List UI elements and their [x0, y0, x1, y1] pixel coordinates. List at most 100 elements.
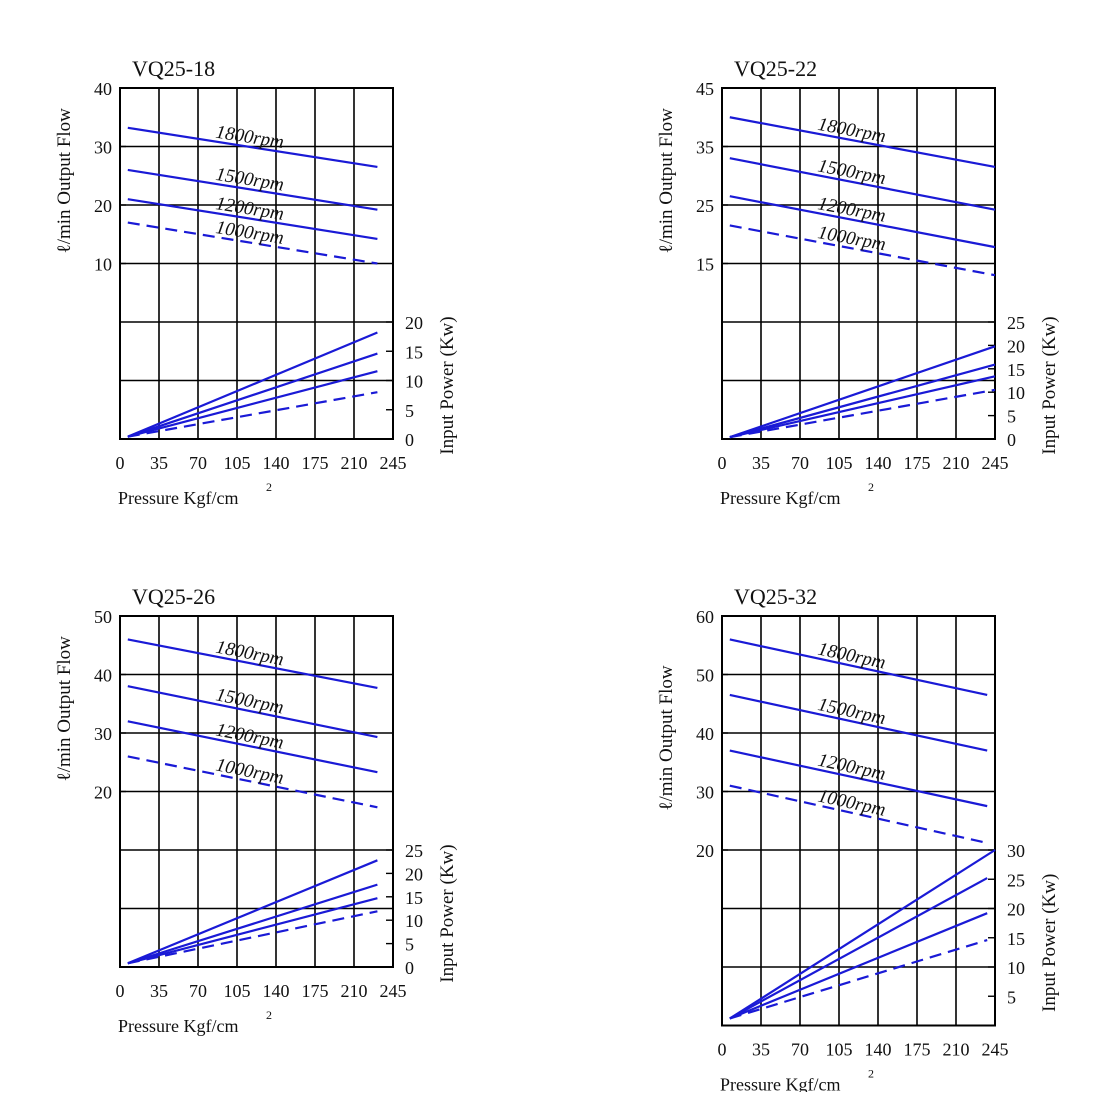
power-tick-label: 0	[405, 958, 414, 978]
power-tick-label: 25	[1007, 870, 1025, 890]
flow-line-1800rpm	[127, 638, 378, 690]
flow-tick-label: 40	[94, 79, 112, 99]
x-axis-label-superscript: 2	[266, 480, 272, 494]
power-tick-label: 25	[405, 841, 423, 861]
flow-line-1800rpm	[729, 116, 996, 169]
flow-axis-label: ℓ/min Output Flow	[656, 108, 677, 254]
x-tick-label: 105	[826, 453, 853, 473]
flow-line-1200rpm	[729, 195, 996, 249]
power-tick-label: 20	[405, 313, 423, 333]
x-tick-label: 210	[341, 453, 368, 473]
flow-line-1800rpm	[729, 638, 988, 697]
flow-line-1500rpm	[127, 685, 378, 739]
flow-line-label: 1800rpm	[214, 637, 285, 671]
x-tick-label: 0	[116, 453, 125, 473]
x-tick-label: 140	[263, 453, 290, 473]
power-tick-label: 20	[1007, 900, 1025, 920]
flow-tick-label: 60	[696, 607, 714, 627]
power-line-1500rpm	[729, 363, 996, 439]
power-tick-label: 10	[405, 372, 423, 392]
x-tick-label: 0	[116, 981, 125, 1001]
flow-line-label: 1500rpm	[214, 684, 285, 718]
x-axis-label: Pressure Kgf/cm	[118, 1016, 238, 1036]
power-tick-label: 10	[405, 911, 423, 931]
flow-tick-label: 45	[696, 79, 714, 99]
power-tick-label: 10	[1007, 383, 1025, 403]
power-line-1000rpm	[729, 388, 996, 439]
flow-tick-label: 30	[696, 783, 714, 803]
chart-title: VQ25-32	[734, 584, 817, 609]
power-line-1000rpm	[729, 939, 988, 1020]
x-tick-label: 70	[189, 453, 207, 473]
power-tick-label: 5	[405, 401, 414, 421]
power-tick-label: 15	[1007, 360, 1025, 380]
power-tick-label: 15	[1007, 929, 1025, 949]
flow-line-label: 1000rpm	[816, 222, 887, 255]
x-tick-label: 175	[302, 981, 329, 1001]
power-tick-label: 5	[405, 935, 414, 955]
flow-line-label: 1200rpm	[816, 193, 887, 227]
power-line-1800rpm	[729, 849, 996, 1020]
flow-axis-label: ℓ/min Output Flow	[54, 108, 75, 254]
power-line-1000rpm	[127, 910, 378, 965]
flow-tick-label: 10	[94, 255, 112, 275]
flow-line-1200rpm	[127, 720, 378, 774]
flow-axis-label: ℓ/min Output Flow	[656, 665, 677, 811]
flow-line-label: 1500rpm	[214, 164, 285, 196]
power-axis-label: Input Power (Kw)	[1039, 316, 1060, 454]
x-tick-label: 105	[224, 453, 251, 473]
flow-line-label: 1800rpm	[214, 122, 285, 153]
x-tick-label: 35	[150, 981, 168, 1001]
flow-line-1000rpm	[127, 755, 378, 809]
flow-tick-label: 20	[696, 841, 714, 861]
flow-line-1200rpm	[127, 198, 378, 241]
x-tick-label: 175	[904, 1040, 931, 1060]
x-tick-label: 70	[189, 981, 207, 1001]
flow-tick-label: 40	[94, 666, 112, 686]
flow-line-1800rpm	[127, 126, 378, 169]
x-tick-label: 140	[865, 1040, 892, 1060]
x-axis-label-superscript: 2	[868, 480, 874, 494]
plot-frame	[721, 615, 996, 1027]
power-tick-label: 5	[1007, 987, 1016, 1007]
flow-line-label: 1200rpm	[816, 750, 888, 785]
flow-line-label: 1200rpm	[214, 719, 285, 753]
flow-line-label: 1000rpm	[214, 755, 285, 789]
x-tick-label: 245	[982, 453, 1009, 473]
power-line-1500rpm	[729, 877, 988, 1020]
power-axis-label: Input Power (Kw)	[437, 844, 458, 982]
flow-tick-label: 15	[696, 255, 714, 275]
x-tick-label: 105	[826, 1040, 853, 1060]
power-tick-label: 5	[1007, 407, 1016, 427]
x-tick-label: 245	[982, 1040, 1009, 1060]
power-tick-label: 0	[405, 430, 414, 450]
power-line-1200rpm	[729, 912, 988, 1020]
flow-tick-label: 20	[94, 783, 112, 803]
power-line-1200rpm	[127, 370, 378, 438]
flow-line-1200rpm	[729, 749, 988, 808]
flow-line-1000rpm	[729, 784, 988, 845]
x-axis-label: Pressure Kgf/cm	[118, 488, 238, 508]
chart-title: VQ25-18	[132, 56, 215, 81]
flow-tick-label: 30	[94, 138, 112, 158]
flow-line-1500rpm	[127, 168, 378, 211]
power-tick-label: 0	[1007, 430, 1016, 450]
flow-line-label: 1800rpm	[816, 114, 887, 147]
x-tick-label: 140	[263, 981, 290, 1001]
power-line-1500rpm	[127, 883, 378, 965]
flow-line-label: 1500rpm	[816, 694, 888, 729]
flow-tick-label: 50	[696, 666, 714, 686]
x-axis-label-superscript: 2	[266, 1008, 272, 1022]
x-tick-label: 0	[718, 1040, 727, 1060]
x-axis-label: Pressure Kgf/cm	[720, 1075, 840, 1093]
x-tick-label: 70	[791, 453, 809, 473]
x-tick-label: 70	[791, 1040, 809, 1060]
x-tick-label: 210	[341, 981, 368, 1001]
power-tick-label: 15	[405, 888, 423, 908]
power-axis-label: Input Power (Kw)	[437, 316, 458, 454]
